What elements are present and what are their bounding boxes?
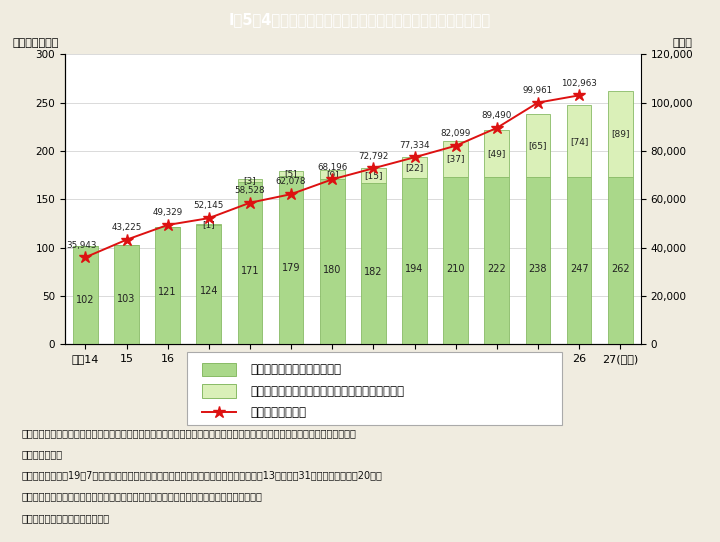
Bar [114,244,139,344]
Text: 52,145: 52,145 [194,202,224,210]
Bar [202,384,236,398]
Text: [65]: [65] [528,141,547,150]
Text: 179: 179 [282,263,300,274]
Text: 102: 102 [76,295,94,305]
Text: 相談件数（右軸）: 相談件数（右軸） [251,406,307,419]
Bar [526,114,550,177]
Text: 171: 171 [240,266,259,276]
Bar [444,141,468,177]
Bar [485,130,509,177]
Text: 35,943: 35,943 [66,241,96,249]
Text: [22]: [22] [405,163,423,172]
Text: 成。: 成。 [22,449,63,459]
Text: [1]: [1] [202,220,215,229]
Bar [361,183,386,344]
Text: 配偶者暴力相談支援センターのうち市町村設置数: 配偶者暴力相談支援センターのうち市町村設置数 [251,385,405,398]
FancyBboxPatch shape [187,352,562,425]
Text: [89]: [89] [611,130,629,138]
Text: [37]: [37] [446,154,465,164]
Text: 210: 210 [446,264,465,274]
Text: 182: 182 [364,267,382,276]
Text: 月から市町村における配偶者暴力相談支援センターの設置が努力義務となった。: 月から市町村における配偶者暴力相談支援センターの設置が努力義務となった。 [22,492,263,501]
Text: [15]: [15] [364,171,382,180]
Bar [608,91,633,177]
Text: [3]: [3] [243,176,256,185]
Text: 238: 238 [528,264,547,274]
Text: [5]: [5] [284,169,297,178]
Bar [567,106,591,177]
Text: 103: 103 [117,294,135,305]
Text: 124: 124 [199,286,218,296]
Text: 180: 180 [323,265,341,275]
Text: （件）: （件） [672,38,693,48]
Bar [197,224,221,225]
Bar [238,182,262,344]
Text: ２．平成19年7月に配偶者から暴力の防止及び被害者の保護に関する法律（平成13年法律第31号）が改正され，20年１: ２．平成19年7月に配偶者から暴力の防止及び被害者の保護に関する法律（平成13年… [22,470,382,480]
Text: 222: 222 [487,264,506,274]
Text: 262: 262 [611,264,629,274]
Bar [402,178,427,344]
Bar [197,225,221,344]
Bar [444,177,468,344]
Bar [402,157,427,178]
Bar [202,363,236,376]
Text: [74]: [74] [570,137,588,146]
Text: 89,490: 89,490 [482,111,512,120]
Bar [526,177,550,344]
Bar [608,177,633,344]
Bar [485,177,509,344]
Text: 194: 194 [405,264,423,274]
Text: [9]: [9] [326,170,338,179]
Bar [279,171,303,176]
Text: ３．各年度末現在の値。: ３．各年度末現在の値。 [22,513,109,522]
Text: 82,099: 82,099 [441,129,471,138]
Bar [361,168,386,183]
Text: 58,528: 58,528 [235,186,265,195]
Text: 49,329: 49,329 [153,208,183,217]
Text: 72,792: 72,792 [358,152,389,160]
Text: 121: 121 [158,287,177,296]
Text: 102,963: 102,963 [561,79,597,88]
Text: 77,334: 77,334 [399,140,430,150]
Text: （センター数）: （センター数） [13,38,59,48]
Bar [567,177,591,344]
Text: 配偶者暴力相談支援センター: 配偶者暴力相談支援センター [251,363,342,376]
Text: 247: 247 [570,264,588,274]
Bar [279,176,303,344]
Bar [320,170,345,179]
Text: 43,225: 43,225 [112,223,142,232]
Text: [49]: [49] [487,149,506,158]
Bar [320,179,345,344]
Text: 99,961: 99,961 [523,86,553,95]
Bar [73,246,98,344]
Text: 68,196: 68,196 [317,163,347,172]
Bar [156,227,180,344]
Text: 62,078: 62,078 [276,177,306,186]
Text: I－5－4図　配偶者暴力相談支援センター数及び相談件数の推移: I－5－4図 配偶者暴力相談支援センター数及び相談件数の推移 [229,12,491,28]
Bar [238,179,262,182]
Text: （備考）１．内閣府「配偶者暴力相談支援センターにおける配偶者からの暴力が関係する相談件数等の結果について」等より作: （備考）１．内閣府「配偶者暴力相談支援センターにおける配偶者からの暴力が関係する… [22,428,356,438]
